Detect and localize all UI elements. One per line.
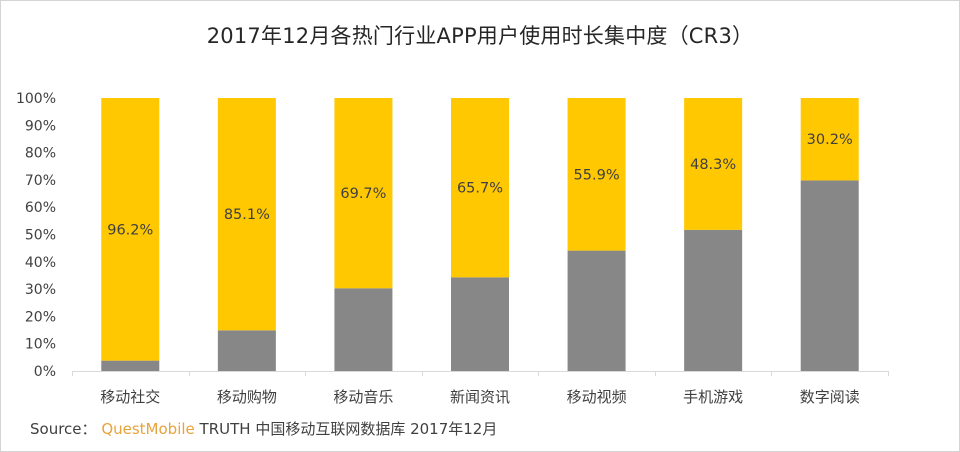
data-label: 55.9% [574,167,620,183]
y-tick-label: 70% [25,173,56,189]
y-axis-tick-labels: 0% 10% 20% 30% 40% 50% 60% 70% 80% 90% 100% [16,91,56,380]
data-label: 69.7% [340,186,386,202]
bar-segment-cr3 [567,98,626,251]
y-tick-label: 20% [25,309,56,325]
bar-segment-other [684,229,743,371]
bar-segment-cr3 [334,98,393,289]
y-tick-label: 80% [25,146,56,162]
bar-segment-other [800,180,859,371]
x-axis-ticks [72,371,889,376]
category-label: 移动视频 [567,388,627,406]
y-tick-label: 100% [16,91,56,107]
data-label: 85.1% [224,207,270,223]
x-axis-category-labels: 移动社交 移动购物 移动音乐 新闻资讯 移动视频 手机游戏 数字阅读 [100,388,859,406]
category-label: 手机游戏 [683,388,743,406]
y-tick-label: 90% [25,118,56,134]
bar-segment-other [334,288,393,371]
data-label: 96.2% [107,222,153,238]
chart-title: 2017年12月各热门行业APP用户使用时长集中度（CR3） [206,24,754,48]
category-label: 移动购物 [217,388,277,406]
bar-segment-other [101,360,160,371]
source-brand: QuestMobile [101,420,195,438]
bar-segment-cr3 [217,98,276,331]
data-labels: 96.2% 85.1% 69.7% 65.7% 55.9% 48.3% 30.2% [107,132,853,238]
y-tick-label: 0% [34,364,56,380]
data-label: 48.3% [690,157,736,173]
data-label: 30.2% [807,132,853,148]
bar-segment-other [451,277,509,371]
bar-segment-cr3 [800,98,859,181]
category-label: 移动社交 [100,388,160,406]
category-label: 数字阅读 [800,388,860,406]
category-label: 移动音乐 [333,388,393,406]
source-prefix: Source： [30,420,97,438]
y-tick-label: 50% [25,228,56,244]
y-tick-label: 40% [25,255,56,271]
source-note: Source： QuestMobile TRUTH 中国移动互联网数据库 201… [30,418,497,439]
bar-segment-cr3 [684,98,743,230]
y-tick-label: 30% [25,282,56,298]
bar-segment-other [567,250,626,371]
bar-segment-other [217,330,276,371]
source-text: TRUTH 中国移动互联网数据库 2017年12月 [199,420,498,438]
y-tick-label: 10% [25,337,56,353]
bars [101,98,859,371]
data-label: 65.7% [457,181,503,197]
y-tick-label: 60% [25,200,56,216]
bar-segment-cr3 [451,98,509,278]
bar-segment-cr3 [101,98,160,361]
category-label: 新闻资讯 [450,388,510,406]
